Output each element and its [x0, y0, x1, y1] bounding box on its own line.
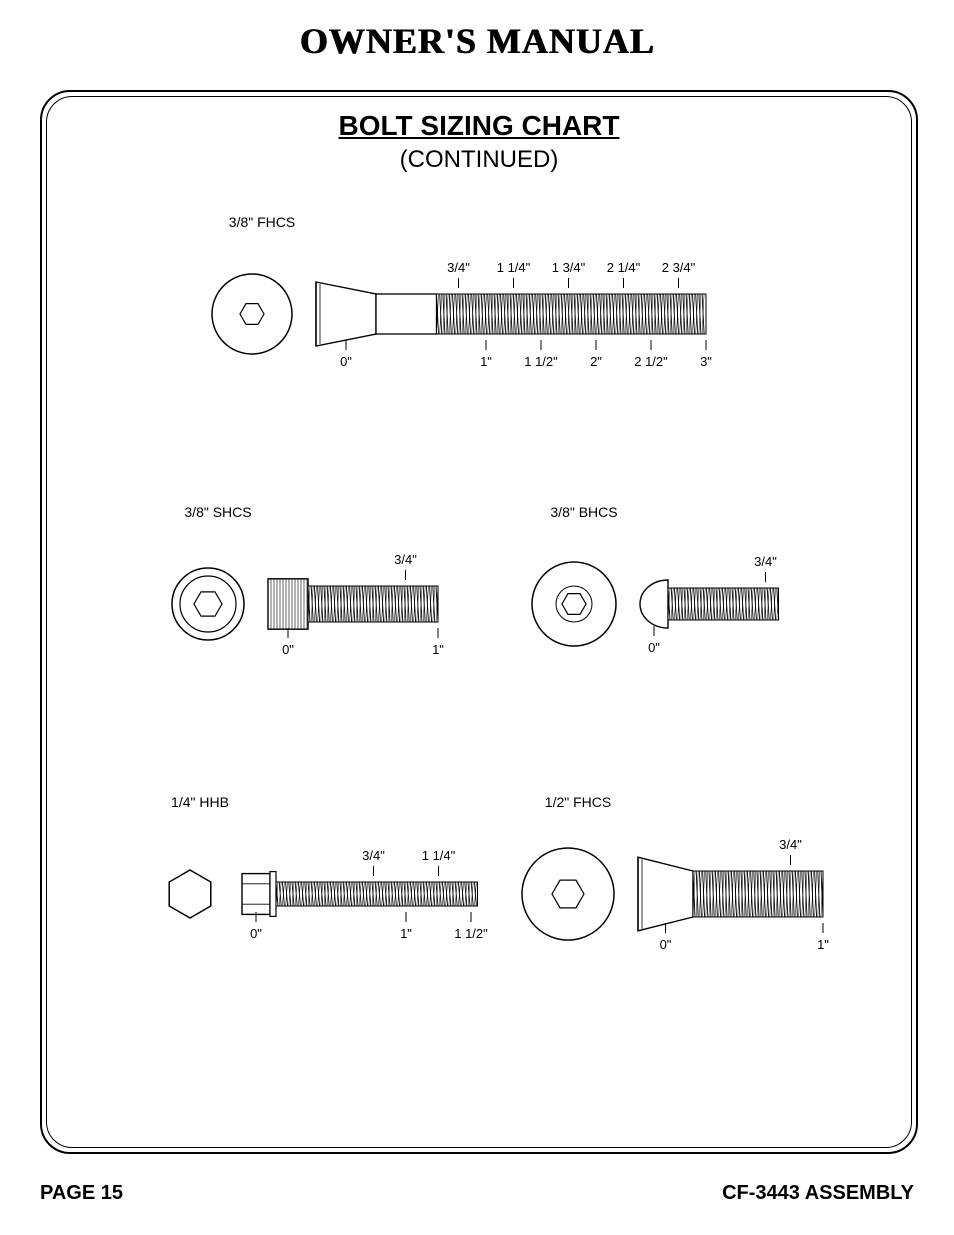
bolt-diagram: 3/4" 0" 1" — [172, 524, 458, 724]
svg-text:1 1/2": 1 1/2" — [454, 926, 488, 941]
svg-text:2 1/4": 2 1/4" — [607, 260, 641, 275]
svg-text:1 1/4": 1 1/4" — [422, 848, 456, 863]
bolt-diagram: 3/4" 0" 1" — [522, 814, 843, 1014]
svg-text:1": 1" — [480, 354, 492, 369]
svg-text:3/4": 3/4" — [394, 552, 417, 567]
bolt-label: 3/8" FHCS — [202, 214, 322, 230]
svg-text:1 1/4": 1 1/4" — [497, 260, 531, 275]
svg-text:3/4": 3/4" — [779, 837, 802, 852]
svg-text:1 3/4": 1 3/4" — [552, 260, 586, 275]
bolt-diagram: 3/4" 1 1/4" 0" 1" 1 1/2" — [162, 814, 492, 1014]
svg-text:1": 1" — [817, 937, 829, 952]
bolt-diagram: 3/4" 0" — [532, 524, 799, 724]
page-number: PAGE 15 — [40, 1182, 123, 1205]
svg-text:3/4": 3/4" — [754, 554, 777, 569]
svg-text:2 1/2": 2 1/2" — [634, 354, 668, 369]
svg-text:0": 0" — [660, 937, 672, 952]
svg-text:0": 0" — [340, 354, 352, 369]
page: OWNER'S MANUAL BOLT SIZING CHART (CONTIN… — [0, 0, 954, 1235]
chart-title: BOLT SIZING CHART — [42, 110, 916, 142]
svg-text:3/4": 3/4" — [362, 848, 385, 863]
bolt-label: 3/8" SHCS — [162, 504, 274, 520]
svg-text:3/4": 3/4" — [447, 260, 470, 275]
bolt-label: 1/4" HHB — [152, 794, 248, 810]
content-frame: BOLT SIZING CHART (CONTINUED) 3/8" FHCS 3… — [40, 90, 918, 1154]
svg-text:0": 0" — [282, 642, 294, 657]
svg-text:1": 1" — [432, 642, 444, 657]
assembly-label: CF-3443 ASSEMBLY — [722, 1182, 914, 1205]
svg-text:1 1/2": 1 1/2" — [524, 354, 558, 369]
manual-title: OWNER'S MANUAL — [0, 0, 954, 62]
chart-subtitle: (CONTINUED) — [42, 146, 916, 174]
svg-text:3": 3" — [700, 354, 712, 369]
bolt-label: 3/8" BHCS — [522, 504, 646, 520]
bolt-label: 1/2" FHCS — [512, 794, 644, 810]
bolt-diagram: 3/4" 1 1/4" 1 3/4" 2 1/4" 2 3/4" 0" 1" 1 1/2" 2"… — [212, 234, 726, 434]
svg-text:2 3/4": 2 3/4" — [662, 260, 696, 275]
svg-text:2": 2" — [590, 354, 602, 369]
page-footer: PAGE 15 CF-3443 ASSEMBLY — [40, 1182, 914, 1205]
svg-text:0": 0" — [250, 926, 262, 941]
svg-text:1": 1" — [400, 926, 412, 941]
svg-text:0": 0" — [648, 640, 660, 655]
